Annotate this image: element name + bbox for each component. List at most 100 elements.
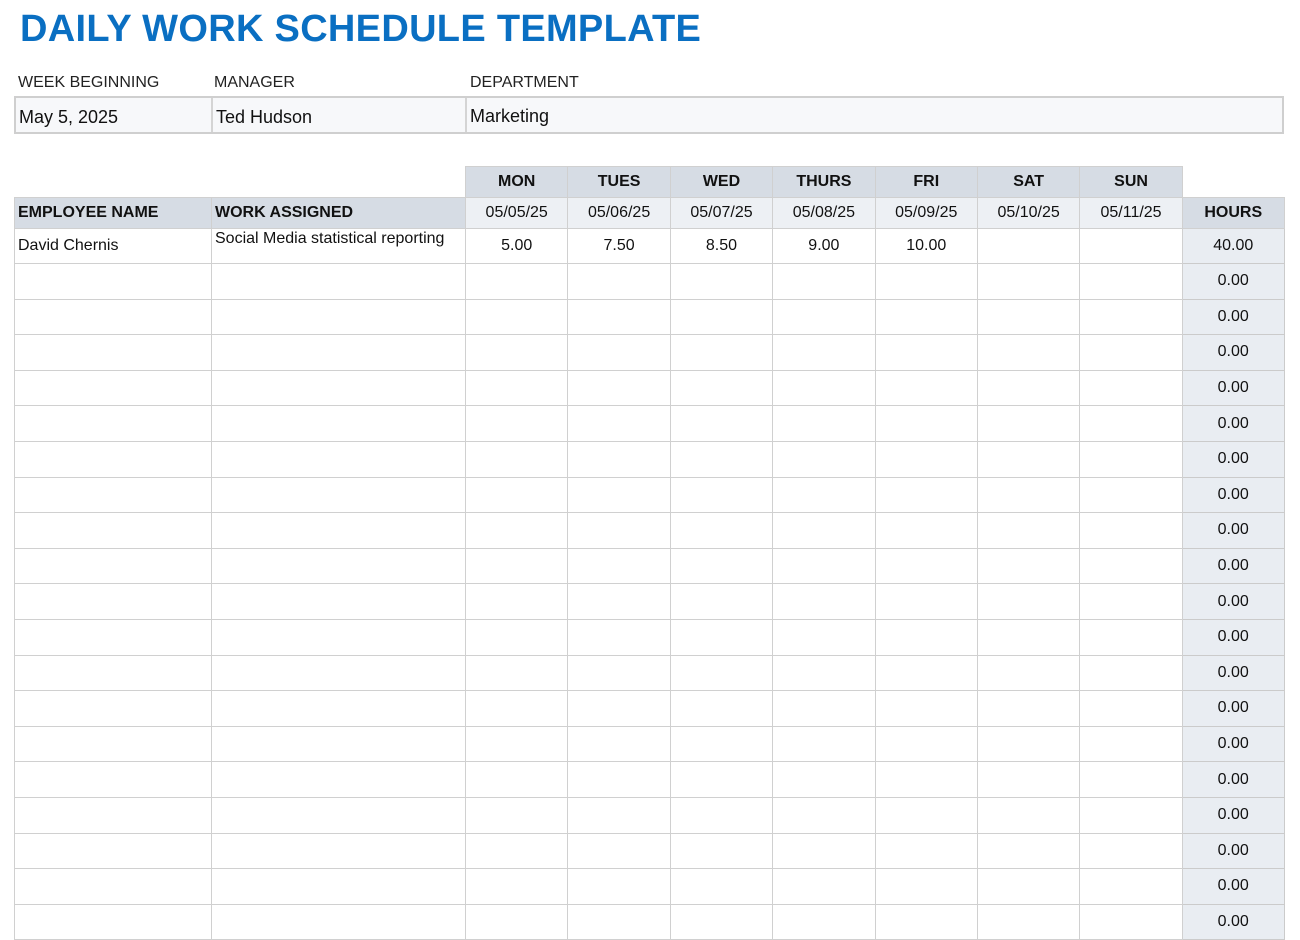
hours-cell[interactable] <box>772 263 876 300</box>
hours-cell[interactable] <box>1079 618 1183 656</box>
hours-cell[interactable] <box>976 334 1081 371</box>
hours-cell[interactable] <box>1079 228 1183 264</box>
hours-cell[interactable] <box>874 440 978 478</box>
hours-cell[interactable] <box>1079 761 1183 798</box>
hours-cell[interactable] <box>874 334 978 371</box>
hours-cell[interactable] <box>464 583 569 620</box>
hours-cell[interactable] <box>669 583 774 620</box>
employee-name-cell[interactable] <box>14 298 212 336</box>
hours-cell[interactable] <box>567 334 671 371</box>
employee-name-cell[interactable] <box>14 369 212 407</box>
hours-cell[interactable] <box>772 868 876 905</box>
hours-cell[interactable] <box>669 761 774 798</box>
hours-cell[interactable] <box>567 690 671 727</box>
hours-cell[interactable] <box>1079 369 1183 407</box>
hours-cell[interactable] <box>669 547 774 585</box>
hours-cell[interactable] <box>567 654 671 692</box>
work-assigned-cell[interactable] <box>211 583 466 620</box>
employee-name-cell[interactable] <box>14 334 212 371</box>
hours-cell[interactable] <box>772 512 876 549</box>
work-assigned-cell[interactable] <box>211 298 466 336</box>
hours-cell[interactable] <box>976 868 1081 905</box>
hours-cell[interactable] <box>976 796 1081 834</box>
hours-cell[interactable] <box>464 369 569 407</box>
hours-cell[interactable] <box>567 725 671 763</box>
hours-cell[interactable] <box>1079 263 1183 300</box>
hours-cell[interactable] <box>567 547 671 585</box>
hours-cell[interactable] <box>464 618 569 656</box>
work-assigned-cell[interactable] <box>211 796 466 834</box>
hours-cell[interactable] <box>464 761 569 798</box>
hours-cell[interactable] <box>464 476 569 514</box>
hours-cell[interactable] <box>1079 440 1183 478</box>
hours-cell[interactable] <box>772 903 876 940</box>
hours-cell[interactable] <box>874 903 978 940</box>
employee-name-cell[interactable] <box>14 618 212 656</box>
hours-cell[interactable] <box>669 298 774 336</box>
hours-cell[interactable] <box>464 832 569 870</box>
employee-name-cell[interactable] <box>14 440 212 478</box>
hours-cell[interactable] <box>567 369 671 407</box>
hours-cell[interactable] <box>464 440 569 478</box>
employee-name-cell[interactable] <box>14 690 212 727</box>
hours-cell[interactable] <box>669 512 774 549</box>
hours-cell[interactable] <box>464 690 569 727</box>
work-assigned-cell[interactable] <box>211 440 466 478</box>
hours-cell[interactable] <box>669 725 774 763</box>
hours-cell[interactable] <box>669 263 774 300</box>
hours-cell[interactable] <box>874 654 978 692</box>
hours-cell[interactable] <box>1079 796 1183 834</box>
hours-cell[interactable] <box>567 263 671 300</box>
hours-cell[interactable] <box>772 761 876 798</box>
employee-name-cell[interactable] <box>14 903 212 940</box>
employee-name-cell[interactable]: David Chernis <box>14 228 212 264</box>
hours-cell[interactable] <box>669 868 774 905</box>
hours-cell[interactable] <box>772 618 876 656</box>
hours-cell[interactable] <box>464 796 569 834</box>
hours-cell[interactable] <box>464 512 569 549</box>
employee-name-cell[interactable] <box>14 761 212 798</box>
hours-cell[interactable] <box>976 618 1081 656</box>
hours-cell[interactable] <box>567 832 671 870</box>
hours-cell[interactable] <box>464 334 569 371</box>
hours-cell[interactable] <box>976 690 1081 727</box>
hours-cell[interactable] <box>1079 725 1183 763</box>
hours-cell[interactable] <box>669 654 774 692</box>
hours-cell[interactable] <box>464 868 569 905</box>
work-assigned-cell[interactable] <box>211 334 466 371</box>
hours-cell[interactable] <box>874 512 978 549</box>
hours-cell[interactable] <box>1079 334 1183 371</box>
hours-cell[interactable]: 10.00 <box>874 228 978 264</box>
hours-cell[interactable] <box>976 512 1081 549</box>
department-field[interactable]: Marketing <box>470 106 550 126</box>
hours-cell[interactable] <box>772 440 876 478</box>
hours-cell[interactable] <box>464 547 569 585</box>
hours-cell[interactable] <box>976 298 1081 336</box>
hours-cell[interactable] <box>772 405 876 442</box>
hours-cell[interactable] <box>567 512 671 549</box>
hours-cell[interactable] <box>874 369 978 407</box>
work-assigned-cell[interactable] <box>211 654 466 692</box>
hours-cell[interactable] <box>1079 690 1183 727</box>
hours-cell[interactable] <box>976 832 1081 870</box>
hours-cell[interactable] <box>874 583 978 620</box>
hours-cell[interactable] <box>772 298 876 336</box>
hours-cell[interactable] <box>772 369 876 407</box>
hours-cell[interactable] <box>1079 512 1183 549</box>
hours-cell[interactable] <box>567 298 671 336</box>
work-assigned-cell[interactable] <box>211 725 466 763</box>
hours-cell[interactable] <box>1079 654 1183 692</box>
hours-cell[interactable] <box>976 369 1081 407</box>
hours-cell[interactable] <box>976 476 1081 514</box>
hours-cell[interactable] <box>976 725 1081 763</box>
hours-cell[interactable] <box>567 618 671 656</box>
hours-cell[interactable]: 5.00 <box>464 228 569 264</box>
hours-cell[interactable] <box>669 476 774 514</box>
hours-cell[interactable] <box>772 832 876 870</box>
hours-cell[interactable] <box>567 405 671 442</box>
work-assigned-cell[interactable] <box>211 512 466 549</box>
employee-name-cell[interactable] <box>14 583 212 620</box>
hours-cell[interactable] <box>874 832 978 870</box>
hours-cell[interactable] <box>976 761 1081 798</box>
hours-cell[interactable] <box>976 654 1081 692</box>
